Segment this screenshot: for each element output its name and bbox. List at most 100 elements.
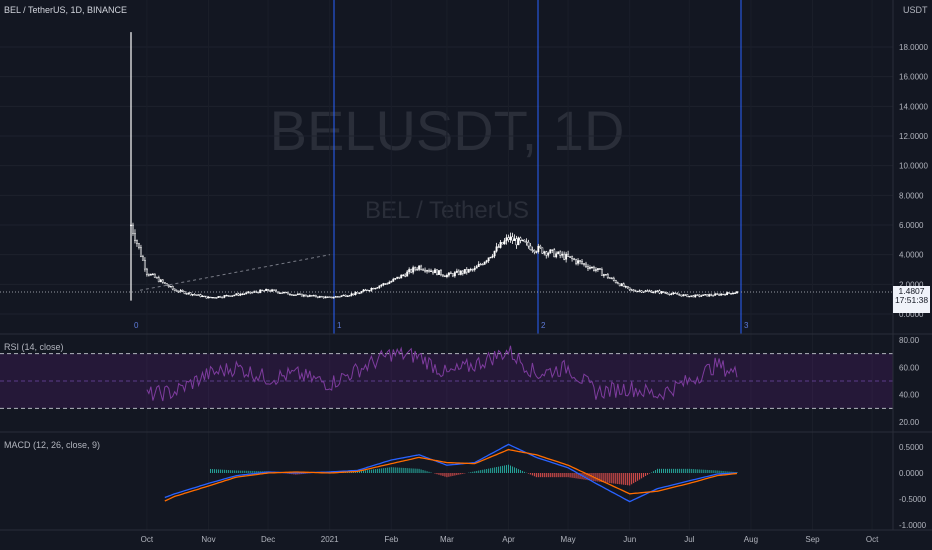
candle <box>451 273 454 277</box>
candle <box>579 260 581 262</box>
candle <box>332 297 335 299</box>
candle <box>734 292 736 294</box>
candle <box>513 238 516 242</box>
candle <box>479 263 482 266</box>
candle <box>676 293 679 295</box>
time-tick-label: Mar <box>440 535 454 544</box>
macd-label[interactable]: MACD (12, 26, close, 9) <box>4 440 101 450</box>
candle <box>404 274 407 277</box>
candle <box>386 283 389 285</box>
candle <box>320 296 323 298</box>
candle <box>155 277 158 279</box>
candle <box>165 283 168 286</box>
candle <box>614 280 617 283</box>
candle <box>445 274 448 277</box>
candle <box>289 293 291 296</box>
time-tick-label: 2021 <box>321 535 339 544</box>
candle <box>555 253 558 258</box>
time-tick-label: Apr <box>502 535 515 544</box>
candle <box>648 290 651 292</box>
price-tick-label: 4.0000 <box>899 251 924 260</box>
candle <box>692 295 695 298</box>
candle <box>461 270 464 274</box>
macd-tick-label: -1.0000 <box>899 521 927 530</box>
candle <box>473 267 476 270</box>
candle <box>187 292 190 294</box>
candle <box>438 270 440 275</box>
candle <box>704 294 707 296</box>
rsi-label[interactable]: RSI (14, close) <box>4 342 64 352</box>
price-pane[interactable] <box>0 32 893 301</box>
candle <box>245 292 248 295</box>
cycle-marker-label: 3 <box>744 321 749 330</box>
candle <box>718 293 721 296</box>
candle <box>612 277 615 281</box>
candle <box>418 265 421 270</box>
candle <box>724 293 727 296</box>
candle <box>545 251 548 256</box>
candle <box>523 239 526 243</box>
candle <box>489 256 492 259</box>
candle <box>483 261 486 265</box>
candle <box>491 255 494 258</box>
candle <box>316 296 319 298</box>
candle <box>730 292 732 295</box>
candle <box>283 291 285 294</box>
chart-title: BEL / TetherUS, 1D, BINANCE <box>4 5 128 15</box>
candle <box>507 237 510 240</box>
candle <box>191 294 194 296</box>
candle <box>324 296 327 299</box>
candle <box>700 295 703 297</box>
price-tick-label: 12.0000 <box>899 132 928 141</box>
candle <box>557 251 560 254</box>
candle <box>201 295 204 298</box>
candle <box>471 269 474 271</box>
candle <box>328 296 331 298</box>
time-tick-label: Nov <box>201 535 215 544</box>
rsi-pane[interactable] <box>0 345 893 409</box>
candle <box>561 253 564 256</box>
candle <box>292 294 295 296</box>
candle <box>660 291 663 294</box>
candle <box>511 236 514 242</box>
candle <box>678 294 681 296</box>
candle <box>670 293 673 295</box>
candle <box>362 289 365 292</box>
candle <box>310 295 313 297</box>
candle <box>388 281 391 284</box>
candle <box>308 295 311 297</box>
candle <box>426 270 428 272</box>
candle <box>585 263 587 267</box>
candle <box>525 241 528 243</box>
candle <box>541 247 544 254</box>
candle <box>688 295 691 298</box>
candle <box>378 285 381 288</box>
macd-pane[interactable] <box>164 443 738 503</box>
time-tick-label: Oct <box>141 535 154 544</box>
candle <box>392 278 395 282</box>
candle <box>380 284 383 287</box>
candle <box>275 290 277 293</box>
candle <box>620 283 623 287</box>
candle <box>296 293 299 296</box>
candle <box>406 271 409 277</box>
price-unit: USDT <box>903 5 928 15</box>
countdown-timer: 17:51:38 <box>894 295 929 305</box>
price-tick-label: 16.0000 <box>899 73 928 82</box>
candle <box>157 277 160 283</box>
candle <box>706 294 709 297</box>
candle <box>302 294 305 297</box>
candle <box>589 267 591 269</box>
candle <box>505 237 508 242</box>
candle <box>630 289 633 291</box>
candle <box>326 296 329 298</box>
candle <box>682 294 685 297</box>
candle <box>271 289 274 292</box>
candle <box>213 297 216 299</box>
time-tick-label: Feb <box>384 535 398 544</box>
candle <box>465 269 468 273</box>
candle <box>372 287 375 290</box>
candle <box>604 274 607 276</box>
candle <box>529 245 532 251</box>
